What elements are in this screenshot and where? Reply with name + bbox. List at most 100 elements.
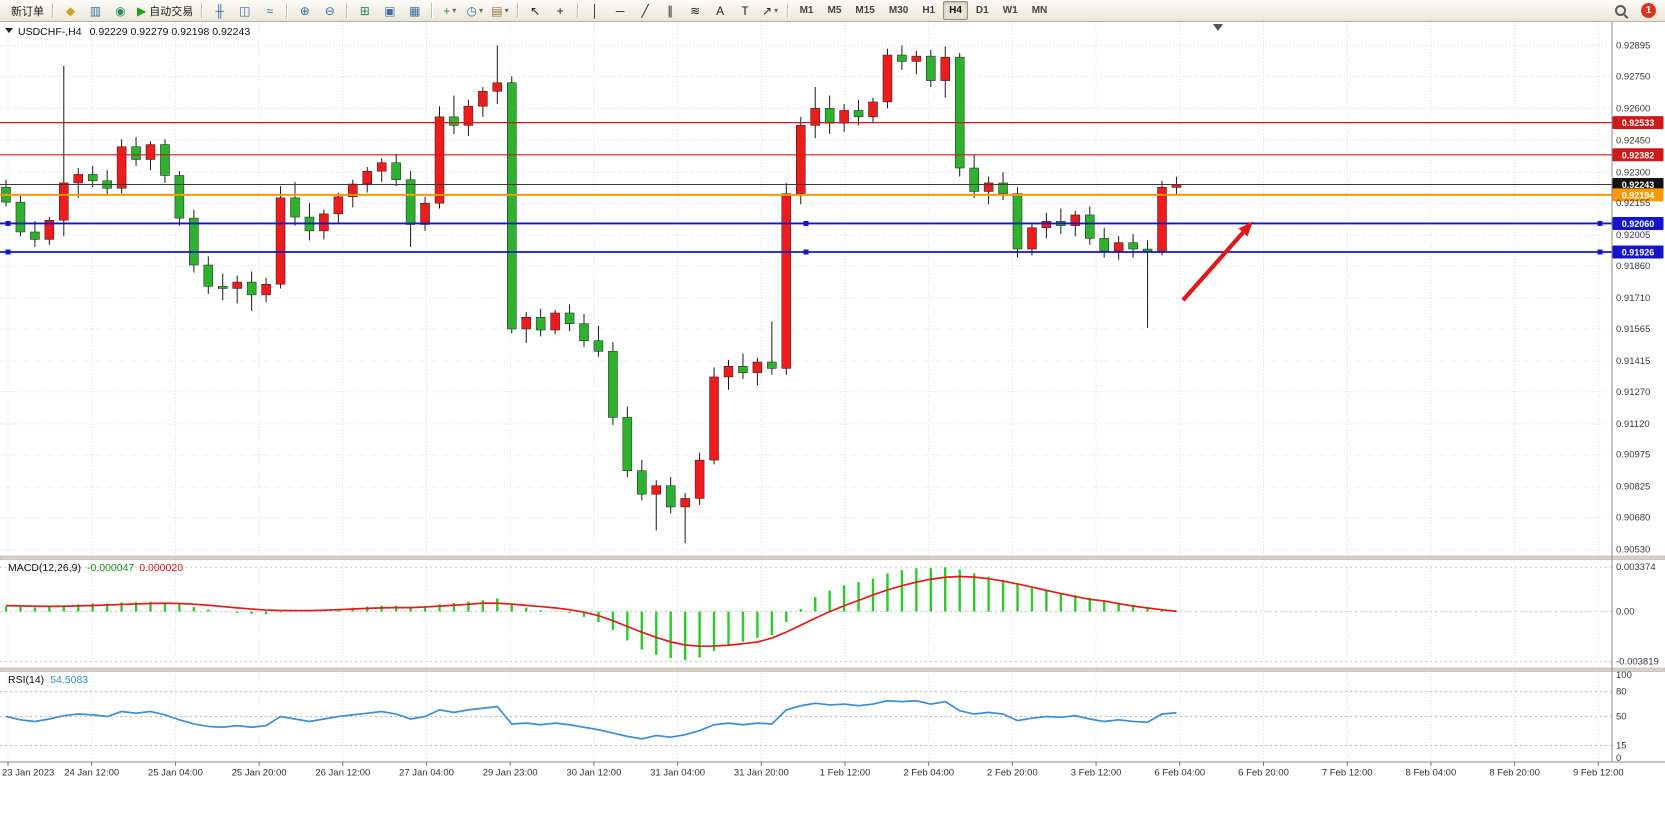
crosshair-icon: + [556, 3, 564, 18]
chart-area[interactable]: 0.92533 0.92382 0.92243 0.92194 0.92060 0.919… [0, 22, 1665, 782]
periods-icon: ◷ [466, 3, 477, 18]
cascade-windows-icon: ▣ [384, 3, 396, 18]
navigator-icon: ◉ [115, 3, 126, 18]
timeframe-m30-button[interactable]: M30 [888, 5, 909, 16]
time-axis[interactable]: 23 Jan 2023 24 Jan 12:00 25 Jan 04:00 25 Ja… [2, 762, 1624, 779]
indicators-button[interactable]: + ▾ [437, 1, 462, 21]
arrow-annotation[interactable] [1181, 221, 1253, 302]
timeframe-h1-button[interactable]: H1 [922, 5, 936, 16]
tile-windows-icon: ⊞ [359, 3, 370, 18]
time-axis-label: 6 Feb 20:00 [1238, 768, 1289, 779]
rsi-axis-label: 50 [1616, 712, 1627, 723]
macd-axis-label: 0.00 [1616, 607, 1635, 618]
timeframe-d1-button[interactable]: D1 [975, 5, 989, 16]
dropdown-caret-icon: ▾ [504, 6, 509, 15]
timeframe-bar: M1 M5 M15 M30 H1 H4 D1 W1 MN [793, 1, 1055, 20]
label-button[interactable]: T [733, 1, 758, 21]
blue-support-line-1-handle[interactable] [5, 220, 11, 226]
timeframe-m1-button[interactable]: M1 [799, 5, 814, 16]
orange-support-line-price-tag [1612, 188, 1664, 202]
timeframe-m5-button[interactable]: M5 [827, 5, 842, 16]
rsi-axis-label: 15 [1616, 740, 1627, 751]
chart-background [0, 22, 1665, 782]
autotrading-button[interactable]: ▶ 自动交易 [133, 1, 197, 21]
zoom-in-button[interactable]: ⊕ [292, 1, 317, 21]
arrows-button[interactable]: ↗ ▾ [758, 1, 783, 21]
macd-pane [4, 567, 1178, 661]
autotrading-button-label: 自动交易 [149, 5, 194, 18]
blue-support-line-2-handle[interactable] [803, 249, 809, 255]
line-chart-icon: ≈ [266, 3, 274, 18]
metaeditor-button[interactable]: ◆ [58, 1, 83, 21]
time-axis-label: 6 Feb 04:00 [1154, 768, 1205, 779]
dropdown-caret-icon: ▾ [478, 6, 483, 15]
blue-support-line-1-handle[interactable] [1597, 220, 1603, 226]
rsi-axis-label: 0 [1616, 753, 1621, 764]
price-axis-label: 0.90680 [1616, 513, 1650, 524]
channel-button[interactable]: ∥ [658, 1, 683, 21]
resistance-line-1-price-tag [1612, 116, 1664, 130]
periods-button[interactable]: ◷ ▾ [462, 1, 487, 21]
line-chart-button[interactable]: ≈ [257, 1, 282, 21]
fibonacci-button[interactable]: ≋ [683, 1, 708, 21]
blue-support-line-1-price-tag-label: 0.92060 [1622, 219, 1655, 229]
dropdown-caret-icon: ▾ [774, 6, 779, 15]
quick-trade-arrow-icon[interactable] [5, 28, 13, 33]
templates-button[interactable]: ▤ ▾ [487, 1, 512, 21]
toolbar-separator [786, 3, 789, 18]
rsi-axis-label: 100 [1616, 670, 1632, 681]
toolbar-separator [431, 3, 434, 18]
blue-support-line-1-handle[interactable] [803, 220, 809, 226]
timeframe-mn-button[interactable]: MN [1031, 5, 1048, 16]
time-axis-label: 23 Jan 2023 [2, 768, 54, 779]
time-axis-label: 9 Feb 12:00 [1573, 768, 1624, 779]
price-axis-label: 0.92600 [1616, 103, 1650, 114]
price-axis-label: 0.90975 [1616, 450, 1650, 461]
time-axis-label: 2 Feb 04:00 [903, 768, 954, 779]
time-axis-label: 7 Feb 12:00 [1322, 768, 1373, 779]
toolbar-right: 1 [1608, 1, 1661, 21]
bar-chart-button[interactable]: ╫ [207, 1, 232, 21]
blue-support-line-2-handle[interactable] [1597, 249, 1603, 255]
cursor-button[interactable]: ↖ [523, 1, 548, 21]
cascade-windows-button[interactable]: ▣ [377, 1, 402, 21]
vertical-line-icon: │ [591, 3, 599, 18]
timeframe-m15-button[interactable]: M15 [855, 5, 875, 16]
indicators-icon: + [443, 3, 451, 18]
text-icon: A [716, 3, 725, 18]
arrows-icon: ↗ [762, 3, 773, 18]
time-axis-label: 3 Feb 12:00 [1071, 768, 1122, 779]
blue-support-line-2-handle[interactable] [5, 249, 11, 255]
vertical-line-button[interactable]: │ [583, 1, 608, 21]
bid-price-line-price-tag-label: 0.92243 [1622, 180, 1655, 190]
tile-windows-button[interactable]: ⊞ [352, 1, 377, 21]
price-axis[interactable]: 0.92895 0.92750 0.92600 0.92450 0.92300 0.921… [1616, 40, 1659, 763]
trendline-button[interactable]: ╱ [633, 1, 658, 21]
price-axis-label: 0.90825 [1616, 482, 1650, 493]
timeframe-h4-button[interactable]: H4 [943, 1, 968, 20]
chart-shift-marker-icon[interactable] [1213, 24, 1223, 31]
timeframe-w1-button[interactable]: W1 [1002, 5, 1018, 16]
notification-badge[interactable]: 1 [1641, 3, 1656, 18]
time-axis-label: 29 Jan 23:00 [483, 768, 538, 779]
macd-axis-label: 0.003374 [1616, 562, 1656, 573]
toolbar-separator [286, 3, 289, 18]
channel-icon: ∥ [667, 3, 674, 18]
zoom-out-button[interactable]: ⊖ [317, 1, 342, 21]
time-axis-label: 25 Jan 04:00 [148, 768, 203, 779]
new-order-button[interactable]: 新订单 [4, 1, 48, 21]
horizontal-line-button[interactable]: ─ [608, 1, 633, 21]
toolbar-separator [346, 3, 349, 18]
arrange-windows-button[interactable]: ▦ [402, 1, 427, 21]
rsi-line [5, 699, 1177, 740]
market-watch-button[interactable]: ▥ [83, 1, 108, 21]
time-axis-label: 27 Jan 04:00 [399, 768, 454, 779]
toolbar-left: 新订单 ◆ ▥ ◉ ▶ 自动交易 ╫ ◫ ≈ ⊕ ⊖ ⊞ ▣ ▦ + ▾ ◷ ▾ ▤ ▾ ↖ + │ ─ ╱ ∥ ≋ A T ↗ ▾ [4, 1, 793, 21]
crosshair-button[interactable]: + [548, 1, 573, 21]
search-button[interactable] [1608, 1, 1633, 21]
text-button[interactable]: A [708, 1, 733, 21]
dropdown-caret-icon: ▾ [452, 6, 457, 15]
navigator-button[interactable]: ◉ [108, 1, 133, 21]
candlestick-chart-button[interactable]: ◫ [232, 1, 257, 21]
